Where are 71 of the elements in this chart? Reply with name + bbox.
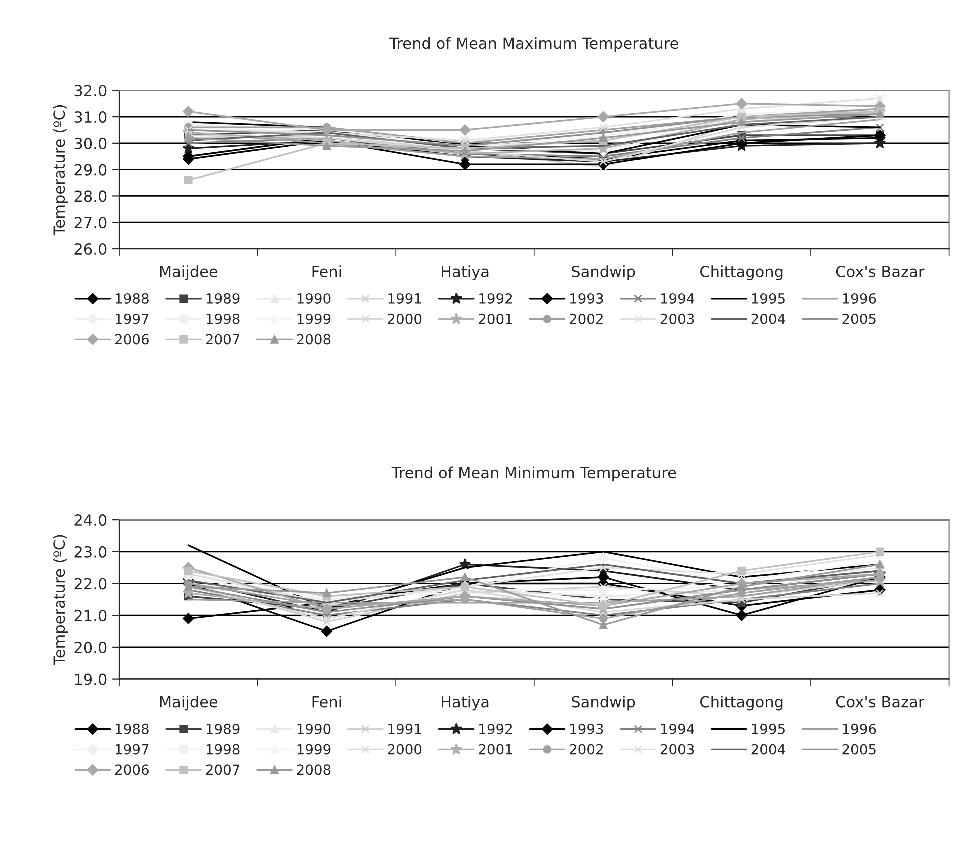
- x-tick-label: Cox's Bazar: [836, 696, 925, 708]
- x-tick-label: Maijdee: [160, 266, 218, 280]
- legend-label: 2005: [842, 314, 876, 324]
- y-axis-title: Temperature (ºC): [53, 105, 68, 236]
- y-axis-title: Temperature (ºC): [53, 535, 68, 666]
- legend-label: 2007: [206, 334, 240, 345]
- legend-label: 2000: [388, 744, 422, 755]
- y-tick-label: 26.0: [74, 243, 107, 256]
- x-tick-label: Hatiya: [442, 266, 489, 280]
- x-tick-label: Chittagong: [700, 266, 783, 280]
- y-tick-label: 21.0: [74, 610, 107, 622]
- legend-label: 2001: [479, 314, 512, 324]
- legend-label: 1988: [116, 293, 149, 304]
- x-tick-label: Cox's Bazar: [836, 266, 925, 278]
- legend-label: 1994: [661, 293, 694, 304]
- legend-label: 1993: [570, 293, 604, 304]
- x-tick-label: Sandwip: [572, 266, 636, 280]
- x-tick-label: Maijdee: [160, 696, 218, 711]
- x-tick-label: Chittagong: [700, 696, 783, 711]
- legend-label: 2003: [660, 744, 694, 755]
- y-tick-label: 32.0: [74, 85, 107, 97]
- legend-label: 1990: [298, 293, 331, 304]
- legend-label: 1993: [570, 724, 604, 734]
- legend-label: 1990: [298, 724, 331, 734]
- legend-label: 2008: [297, 334, 331, 345]
- legend-label: 1992: [480, 724, 512, 734]
- y-tick-label: 27.0: [74, 217, 107, 229]
- x-tick-label: Feni: [312, 266, 342, 278]
- legend-label: 1997: [116, 744, 149, 755]
- legend-label: 1997: [116, 314, 149, 324]
- legend-label: 1999: [298, 314, 331, 324]
- legend-label: 2001: [479, 744, 512, 755]
- legend-label: 1996: [843, 724, 876, 734]
- legend-label: 1998: [206, 744, 240, 755]
- legend-label: 1995: [752, 293, 785, 304]
- chart-title: Trend of Mean Minimum Temperature: [392, 466, 676, 482]
- y-tick-label: 19.0: [75, 674, 107, 686]
- legend-label: 2007: [206, 764, 240, 776]
- y-tick-label: 23.0: [74, 546, 107, 558]
- legend-label: 2002: [570, 314, 603, 324]
- legend-label: 2008: [297, 764, 331, 776]
- y-tick-label: 22.0: [74, 578, 107, 590]
- x-tick-label: Sandwip: [572, 696, 636, 711]
- legend-label: 2002: [570, 744, 603, 755]
- legend-label: 2006: [115, 764, 149, 776]
- legend-label: 1994: [661, 724, 694, 734]
- legend-label: 1992: [480, 293, 512, 304]
- chart-title: Trend of Mean Maximum Temperature: [390, 37, 678, 52]
- legend-label: 1989: [206, 293, 240, 304]
- y-tick-label: 24.0: [74, 514, 107, 526]
- legend-label: 2005: [842, 744, 876, 755]
- y-tick-label: 31.0: [74, 111, 107, 124]
- legend-label: 1999: [298, 744, 331, 755]
- y-tick-label: 20.0: [74, 642, 107, 654]
- legend-label: 1996: [843, 293, 876, 304]
- y-tick-label: 29.0: [74, 164, 107, 176]
- legend-label: 2006: [115, 334, 149, 345]
- legend-label: 2000: [388, 314, 422, 324]
- legend-label: 2003: [660, 314, 694, 324]
- legend-label: 2004: [752, 314, 786, 324]
- legend-label: 1991: [388, 293, 422, 304]
- legend-label: 2004: [752, 744, 786, 755]
- legend-label: 1995: [752, 724, 785, 734]
- x-tick-label: Hatiya: [442, 696, 489, 711]
- legend-label: 1991: [388, 724, 422, 734]
- y-tick-label: 28.0: [74, 190, 107, 202]
- legend-label: 1998: [206, 314, 240, 324]
- y-tick-label: 30.0: [74, 138, 107, 150]
- legend-label: 1988: [116, 724, 149, 734]
- legend-label: 1989: [206, 724, 240, 734]
- x-tick-label: Feni: [312, 696, 342, 708]
